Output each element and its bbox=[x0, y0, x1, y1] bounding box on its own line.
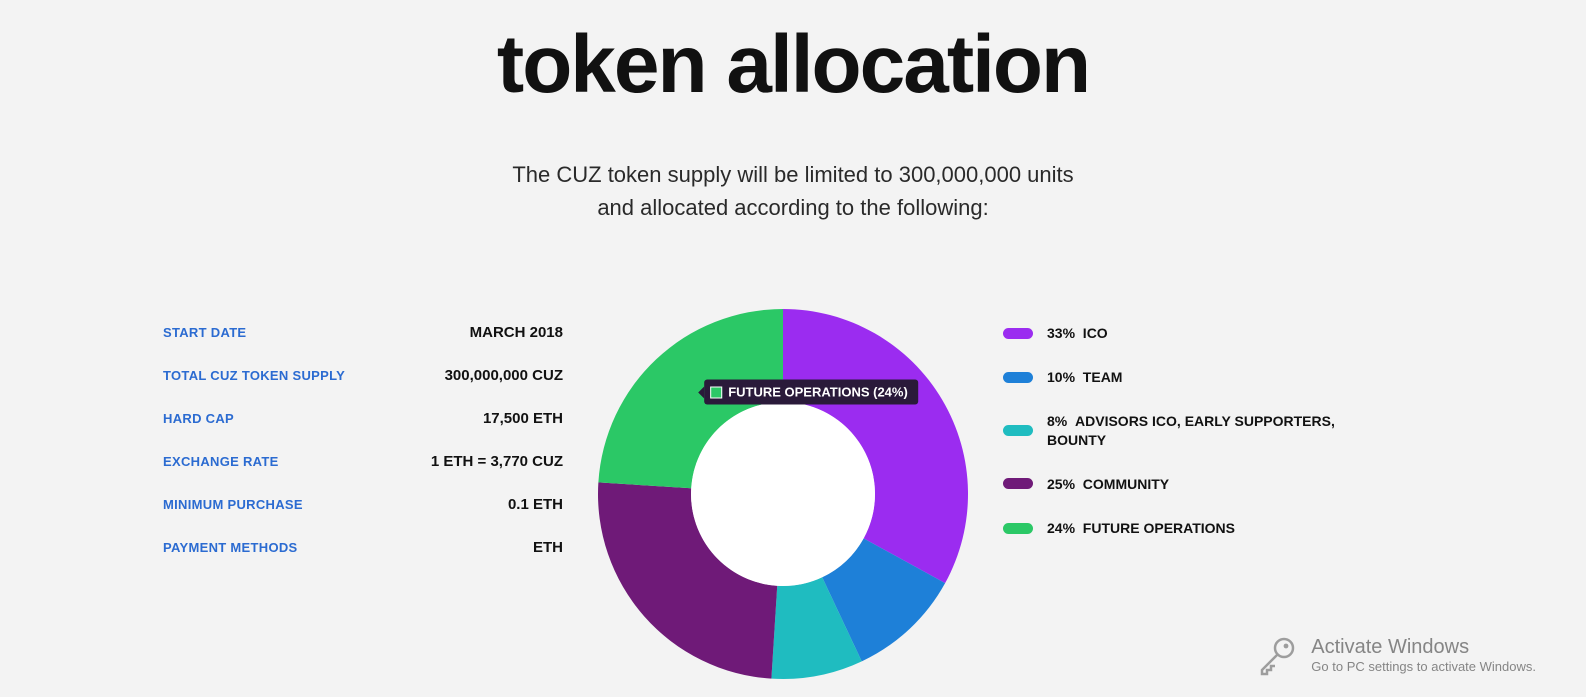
info-value: MARCH 2018 bbox=[470, 324, 563, 341]
page-root: token allocation The CUZ token supply wi… bbox=[0, 0, 1586, 697]
tooltip-swatch bbox=[710, 386, 722, 398]
info-row: TOTAL CUZ TOKEN SUPPLY 300,000,000 CUZ bbox=[163, 367, 563, 384]
legend-swatch bbox=[1003, 328, 1033, 339]
donut-chart bbox=[593, 304, 973, 684]
legend-text: 10% TEAM bbox=[1047, 368, 1122, 386]
subtitle: The CUZ token supply will be limited to … bbox=[0, 158, 1586, 224]
legend-text: 33% ICO bbox=[1047, 324, 1108, 342]
watermark-title: Activate Windows bbox=[1311, 636, 1536, 659]
donut-tooltip: FUTURE OPERATIONS (24%) bbox=[704, 380, 918, 405]
info-row: HARD CAP 17,500 ETH bbox=[163, 410, 563, 427]
info-label: EXCHANGE RATE bbox=[163, 454, 279, 469]
legend-item: 8% ADVISORS ICO, EARLY SUPPORTERS, BOUNT… bbox=[1003, 412, 1423, 448]
info-value: 300,000,000 CUZ bbox=[445, 367, 563, 384]
legend-swatch bbox=[1003, 478, 1033, 489]
watermark-sub: Go to PC settings to activate Windows. bbox=[1311, 659, 1536, 674]
info-label: TOTAL CUZ TOKEN SUPPLY bbox=[163, 368, 345, 383]
legend-column: 33% ICO 10% TEAM 8% ADVISORS ICO, EARLY SU… bbox=[1003, 304, 1423, 684]
legend-item: 25% COMMUNITY bbox=[1003, 475, 1423, 493]
info-label: HARD CAP bbox=[163, 411, 234, 426]
subtitle-line-2: and allocated according to the following… bbox=[0, 191, 1586, 224]
info-label: START DATE bbox=[163, 325, 246, 340]
legend-swatch bbox=[1003, 523, 1033, 534]
legend-swatch bbox=[1003, 372, 1033, 383]
donut-hole bbox=[691, 402, 875, 586]
info-value: ETH bbox=[533, 539, 563, 556]
windows-activation-watermark: Activate Windows Go to PC settings to ac… bbox=[1255, 633, 1536, 677]
info-column: START DATE MARCH 2018 TOTAL CUZ TOKEN SUPP… bbox=[163, 304, 563, 684]
info-value: 1 ETH = 3,770 CUZ bbox=[431, 453, 563, 470]
subtitle-line-1: The CUZ token supply will be limited to … bbox=[0, 158, 1586, 191]
tooltip-text: FUTURE OPERATIONS (24%) bbox=[728, 385, 908, 400]
content-row: START DATE MARCH 2018 TOTAL CUZ TOKEN SUPP… bbox=[0, 304, 1586, 684]
legend-swatch bbox=[1003, 425, 1033, 436]
legend-item: 10% TEAM bbox=[1003, 368, 1423, 386]
info-row: EXCHANGE RATE 1 ETH = 3,770 CUZ bbox=[163, 453, 563, 470]
info-value: 0.1 ETH bbox=[508, 496, 563, 513]
info-row: MINIMUM PURCHASE 0.1 ETH bbox=[163, 496, 563, 513]
info-label: MINIMUM PURCHASE bbox=[163, 497, 303, 512]
legend-text: 8% ADVISORS ICO, EARLY SUPPORTERS, BOUNT… bbox=[1047, 412, 1387, 448]
chart-column: FUTURE OPERATIONS (24%) bbox=[563, 304, 1003, 684]
legend-item: 24% FUTURE OPERATIONS bbox=[1003, 519, 1423, 537]
legend-text: 24% FUTURE OPERATIONS bbox=[1047, 519, 1235, 537]
info-row: START DATE MARCH 2018 bbox=[163, 324, 563, 341]
legend-text: 25% COMMUNITY bbox=[1047, 475, 1169, 493]
info-label: PAYMENT METHODS bbox=[163, 540, 298, 555]
watermark-text: Activate Windows Go to PC settings to ac… bbox=[1311, 636, 1536, 674]
donut-wrap: FUTURE OPERATIONS (24%) bbox=[593, 304, 973, 684]
legend-item: 33% ICO bbox=[1003, 324, 1423, 342]
info-value: 17,500 ETH bbox=[483, 410, 563, 427]
page-title: token allocation bbox=[0, 0, 1586, 112]
key-icon bbox=[1255, 633, 1299, 677]
info-row: PAYMENT METHODS ETH bbox=[163, 539, 563, 556]
